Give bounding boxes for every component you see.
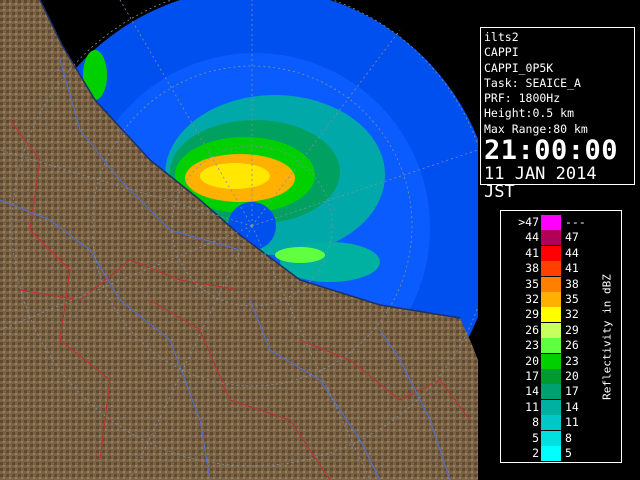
legend-swatch [541,261,561,277]
date: 11 JAN 2014 JST [484,164,597,203]
legend-swatch [541,276,561,292]
legend-unit: Reflectivity in dBZ [600,274,614,400]
legend-low: 20 [525,353,539,368]
legend-low: 8 [532,415,539,430]
legend-swatch [541,430,561,446]
legend-row: >47 --- [501,215,601,230]
legend-row: 38 41 [501,261,601,277]
echo [275,247,325,263]
legend-row: 20 23 [501,353,601,369]
legend-row: 29 32 [501,307,601,323]
legend-row: 32 35 [501,292,601,307]
legend-swatch [541,292,561,307]
info-line: CAPPI [484,45,519,60]
legend-row: 8 11 [501,415,601,431]
legend-high: 14 [565,399,579,414]
legend-high: 17 [565,384,579,399]
echo [200,163,270,189]
radar-map [0,0,478,480]
legend-low: 26 [525,322,539,337]
legend-high: 11 [565,415,579,430]
legend-swatch [541,245,561,261]
legend-high: 20 [565,369,579,383]
legend-high: 35 [565,292,579,306]
legend-high: 29 [565,322,579,337]
range-rings [0,0,478,480]
info-line: ilts2 [484,30,519,44]
legend-low: 5 [532,430,539,445]
legend-swatch [541,446,561,461]
legend-high: 5 [565,446,572,460]
legend-swatch [541,353,561,369]
legend-swatch [541,369,561,384]
info-line: Task: SEAICE_A [484,75,581,90]
rivers [0,59,451,480]
legend-low: 29 [525,307,539,322]
legend-row: 23 26 [501,338,601,354]
legend-low: 44 [525,230,539,245]
time: 21:00:00 [484,135,619,167]
legend-low: 11 [525,399,539,414]
legend-swatch [541,399,561,415]
legend-low: 2 [532,446,539,460]
legend-low: 23 [525,338,539,353]
legend-swatch [541,322,561,338]
legend: Reflectivity in dBZ >47 --- 44 47 41 44 38 41 35… [500,210,622,463]
land [0,0,478,480]
legend-low: 35 [525,276,539,291]
legend-high: 26 [565,338,579,353]
echo [83,50,107,100]
info-line: Max Range:80 km [484,121,588,136]
legend-row: 35 38 [501,276,601,292]
legend-row: 44 47 [501,230,601,246]
legend-low: 38 [525,261,539,276]
legend-low: 14 [525,384,539,399]
legend-swatch [541,230,561,246]
legend-low: 17 [525,369,539,383]
legend-high: 41 [565,261,579,276]
coastline [39,0,461,319]
legend-row: 11 14 [501,399,601,415]
legend-high: 47 [565,230,579,245]
legend-high: 23 [565,353,579,368]
legend-low: 41 [525,245,539,260]
legend-low: 32 [525,292,539,306]
legend-swatch [541,415,561,431]
legend-swatch [541,338,561,354]
boundaries [9,119,471,480]
legend-swatch [541,307,561,323]
info-line: Height:0.5 km [484,106,575,121]
legend-low: >47 [518,215,539,229]
legend-swatch [541,215,561,230]
info-panel: ilts2 CAPPI CAPPI_0P5K Task: SEAICE_A PRF: 1… [480,27,635,201]
legend-row: 41 44 [501,245,601,261]
legend-high: 38 [565,276,579,291]
info-line: PRF: 1800Hz [484,91,561,106]
legend-swatch [541,384,561,400]
legend-high: --- [565,215,586,229]
legend-row: 17 20 [501,369,601,384]
legend-row: 26 29 [501,322,601,338]
legend-high: 32 [565,307,579,322]
info-line: CAPPI_0P5K [484,60,554,75]
legend-row: 14 17 [501,384,601,400]
legend-high: 44 [565,245,579,260]
legend-high: 8 [565,430,572,445]
